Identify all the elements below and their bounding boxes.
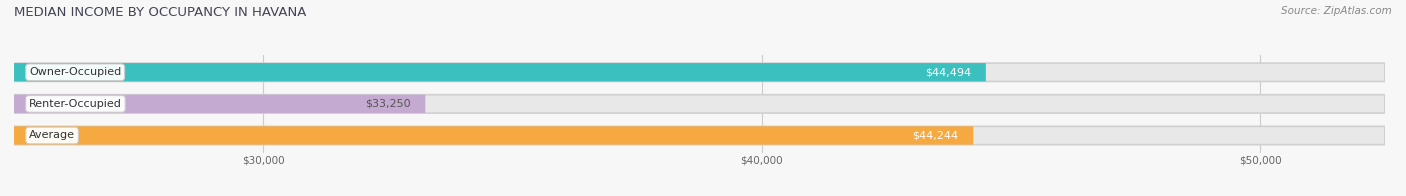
Text: Owner-Occupied: Owner-Occupied	[30, 67, 121, 77]
FancyBboxPatch shape	[14, 95, 1385, 113]
FancyBboxPatch shape	[14, 63, 986, 81]
Text: $44,494: $44,494	[925, 67, 972, 77]
FancyBboxPatch shape	[14, 63, 1385, 81]
FancyBboxPatch shape	[14, 126, 1385, 145]
Text: MEDIAN INCOME BY OCCUPANCY IN HAVANA: MEDIAN INCOME BY OCCUPANCY IN HAVANA	[14, 6, 307, 19]
Text: $33,250: $33,250	[364, 99, 411, 109]
FancyBboxPatch shape	[14, 126, 973, 145]
Text: Renter-Occupied: Renter-Occupied	[30, 99, 122, 109]
FancyBboxPatch shape	[14, 95, 426, 113]
Text: Source: ZipAtlas.com: Source: ZipAtlas.com	[1281, 6, 1392, 16]
Text: $44,244: $44,244	[912, 131, 959, 141]
Text: Average: Average	[30, 131, 75, 141]
